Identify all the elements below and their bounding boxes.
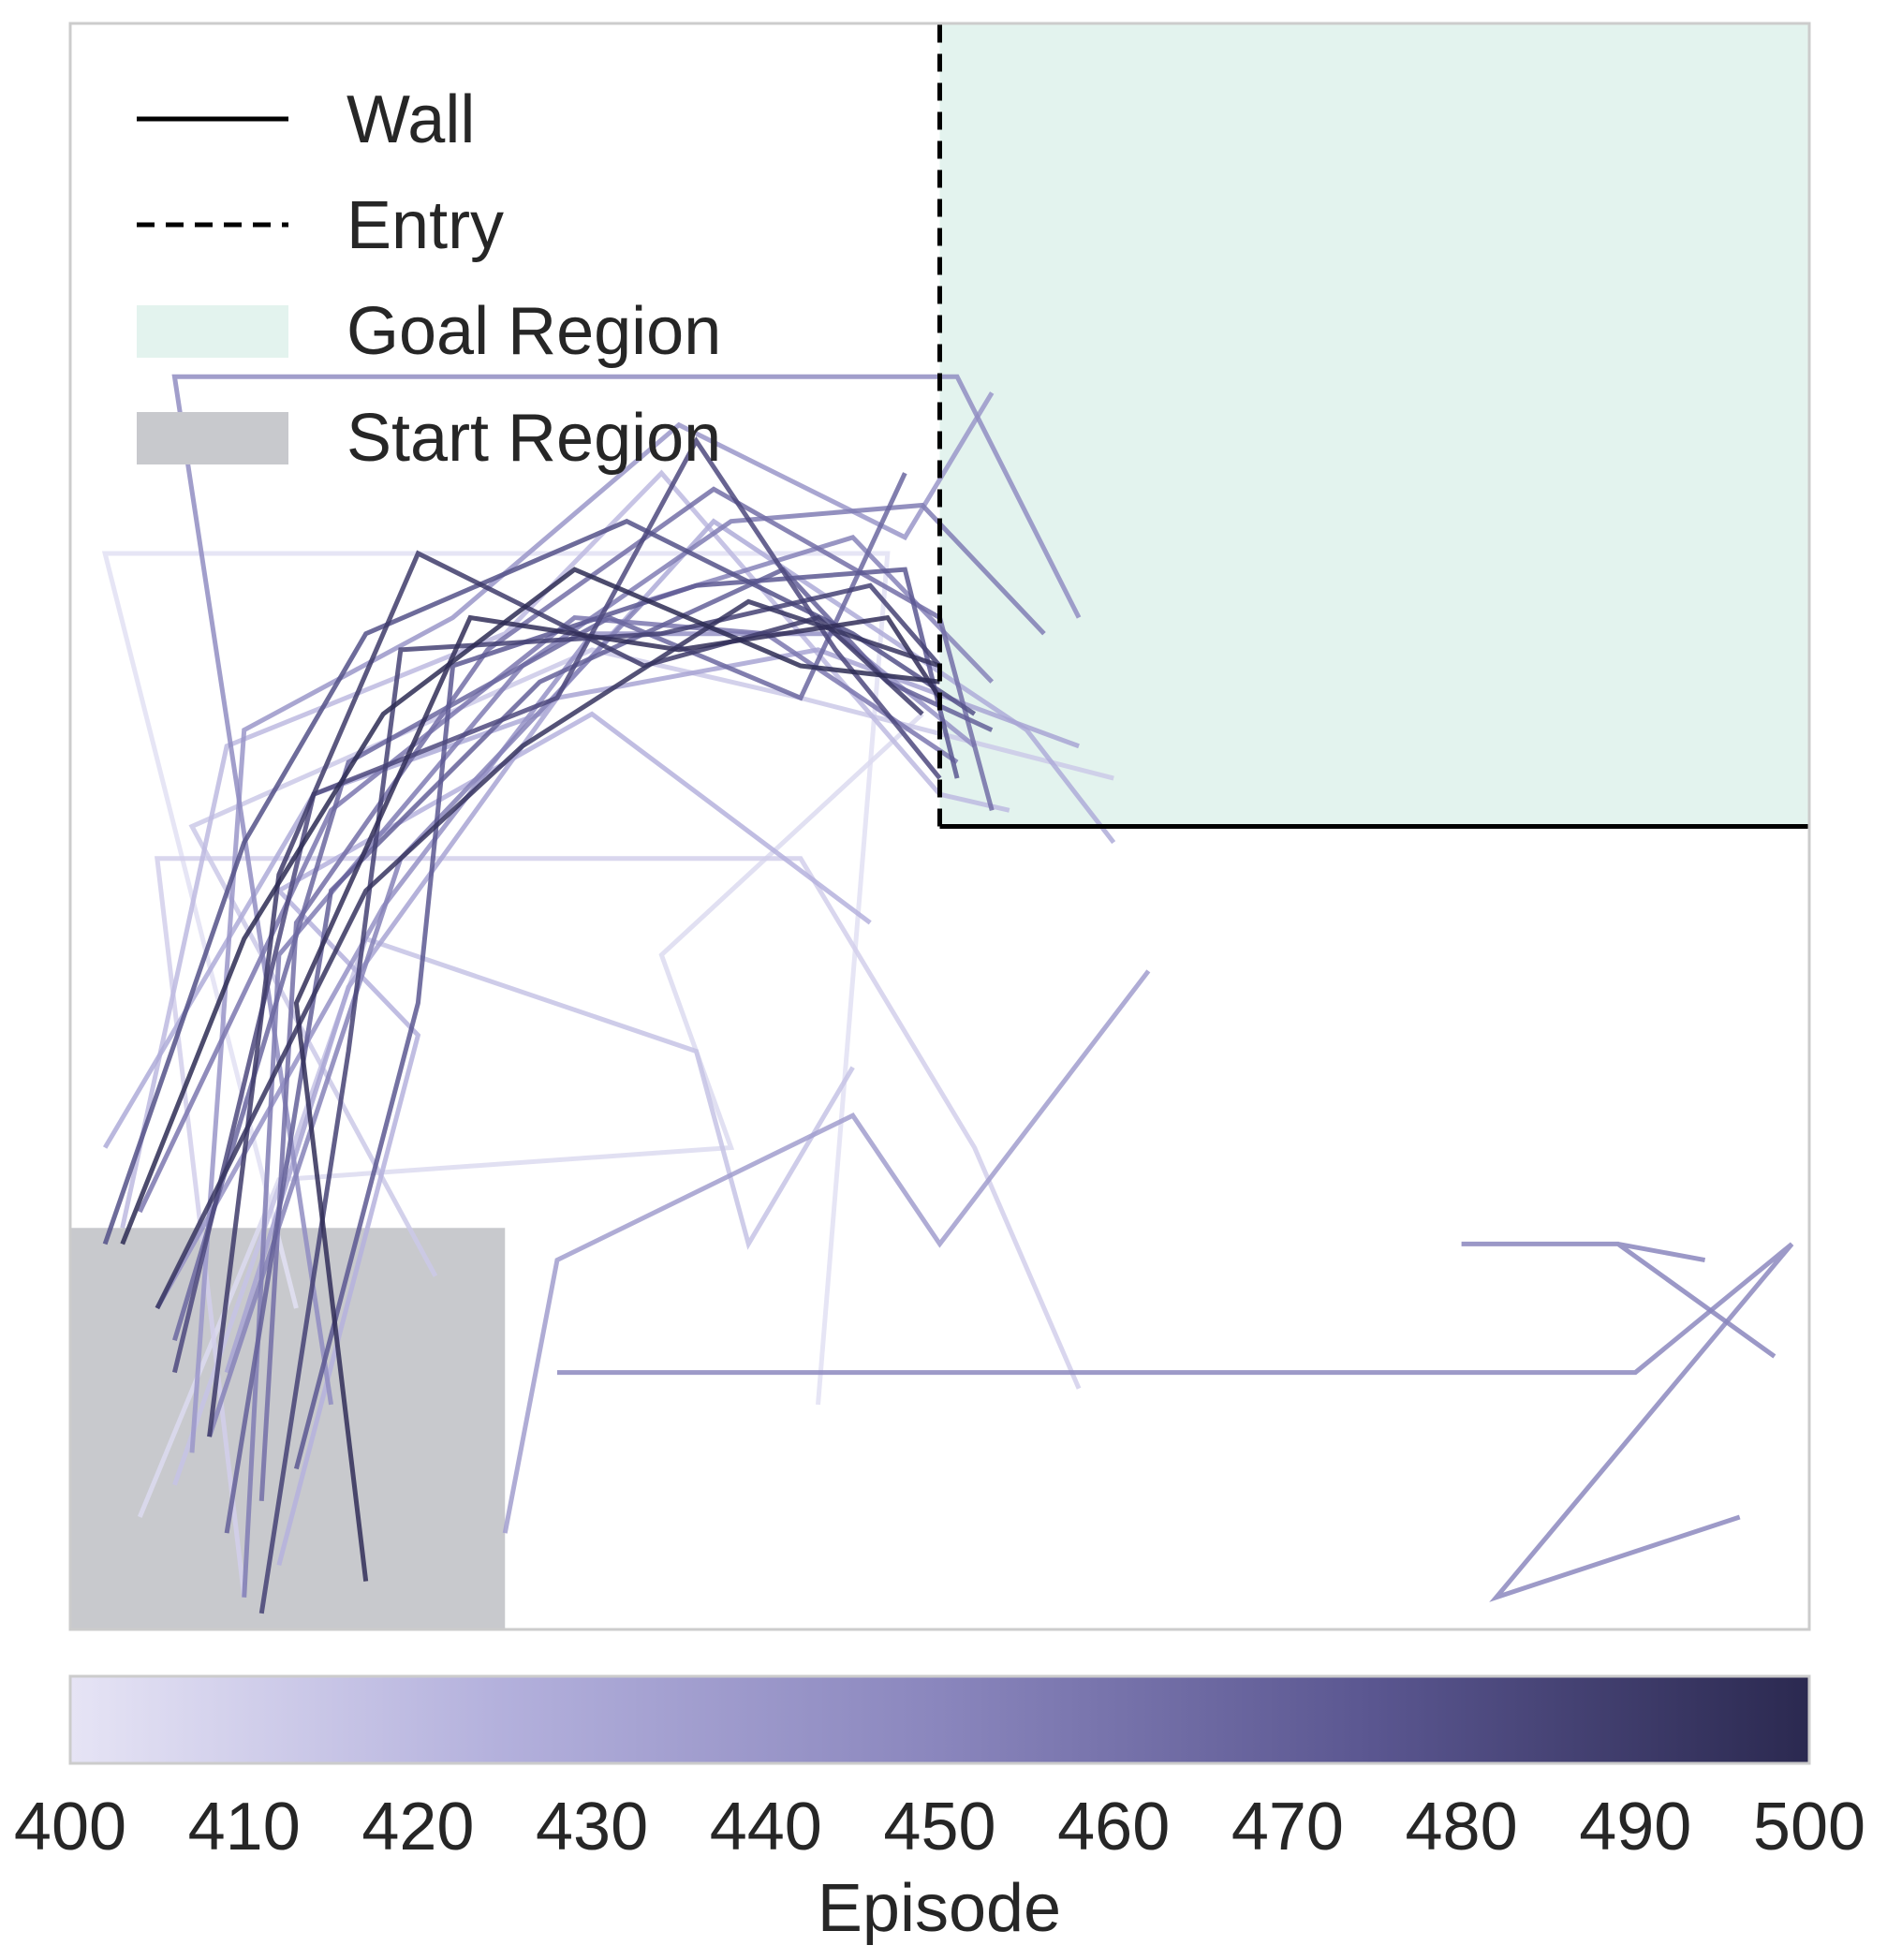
trajectory-line bbox=[101, 551, 891, 1406]
colorbar-tick-label: 420 bbox=[361, 1790, 474, 1864]
colorbar-ticks: 400 410 420 430 440 450 460 470 480 490 500 bbox=[14, 1790, 1865, 1864]
colorbar-gradient bbox=[68, 1674, 1811, 1765]
trajectory-line bbox=[207, 550, 924, 1437]
legend-start-swatch bbox=[137, 412, 288, 464]
plot-area bbox=[68, 22, 1811, 1631]
trajectory-line bbox=[556, 1242, 1794, 1602]
trajectory-line bbox=[155, 856, 1082, 1598]
trajectory-line bbox=[155, 598, 941, 1310]
legend-start-label: Start Region bbox=[346, 401, 721, 476]
colorbar-tick-label: 480 bbox=[1406, 1790, 1518, 1864]
legend: Wall Entry Goal Region Start Region bbox=[137, 82, 721, 476]
trajectory-line bbox=[102, 518, 977, 1245]
colorbar-tick-label: 450 bbox=[883, 1790, 995, 1864]
colorbar-label: Episode bbox=[818, 1871, 1061, 1946]
legend-entry-label: Entry bbox=[346, 188, 504, 263]
colorbar-tick-label: 430 bbox=[536, 1790, 648, 1864]
trajectory-line bbox=[293, 614, 942, 1582]
trajectory-line bbox=[137, 712, 924, 1518]
trajectory-line bbox=[171, 374, 1082, 1406]
goal-region bbox=[939, 23, 1809, 827]
trajectory-lines bbox=[101, 374, 1794, 1614]
trajectory-line bbox=[502, 969, 1151, 1534]
colorbar-tick-label: 410 bbox=[188, 1790, 301, 1864]
plot-frame bbox=[68, 22, 1811, 1631]
colorbar: 400 410 420 430 440 450 460 470 480 490 500 Episod… bbox=[14, 1674, 1865, 1946]
legend-goal-label: Goal Region bbox=[346, 294, 721, 369]
colorbar-tick-label: 440 bbox=[710, 1790, 822, 1864]
trajectory-line bbox=[258, 582, 942, 1614]
trajectory-line bbox=[293, 567, 960, 1470]
legend-goal-swatch bbox=[137, 305, 288, 358]
trajectory-line bbox=[172, 936, 855, 1486]
trajectory-line bbox=[258, 486, 995, 1501]
colorbar-tick-label: 400 bbox=[14, 1790, 126, 1864]
colorbar-tick-label: 500 bbox=[1753, 1790, 1865, 1864]
trajectory-line bbox=[120, 567, 940, 1245]
colorbar-tick-label: 470 bbox=[1231, 1790, 1344, 1864]
colorbar-tick-label: 490 bbox=[1579, 1790, 1691, 1864]
start-region bbox=[70, 1228, 506, 1629]
trajectory-line bbox=[138, 614, 959, 1214]
colorbar-tick-label: 460 bbox=[1057, 1790, 1170, 1864]
trajectory-line bbox=[1461, 1241, 1776, 1359]
trajectory-line bbox=[189, 391, 995, 1453]
legend-wall-label: Wall bbox=[346, 82, 475, 157]
trajectory-line bbox=[120, 469, 1010, 1229]
